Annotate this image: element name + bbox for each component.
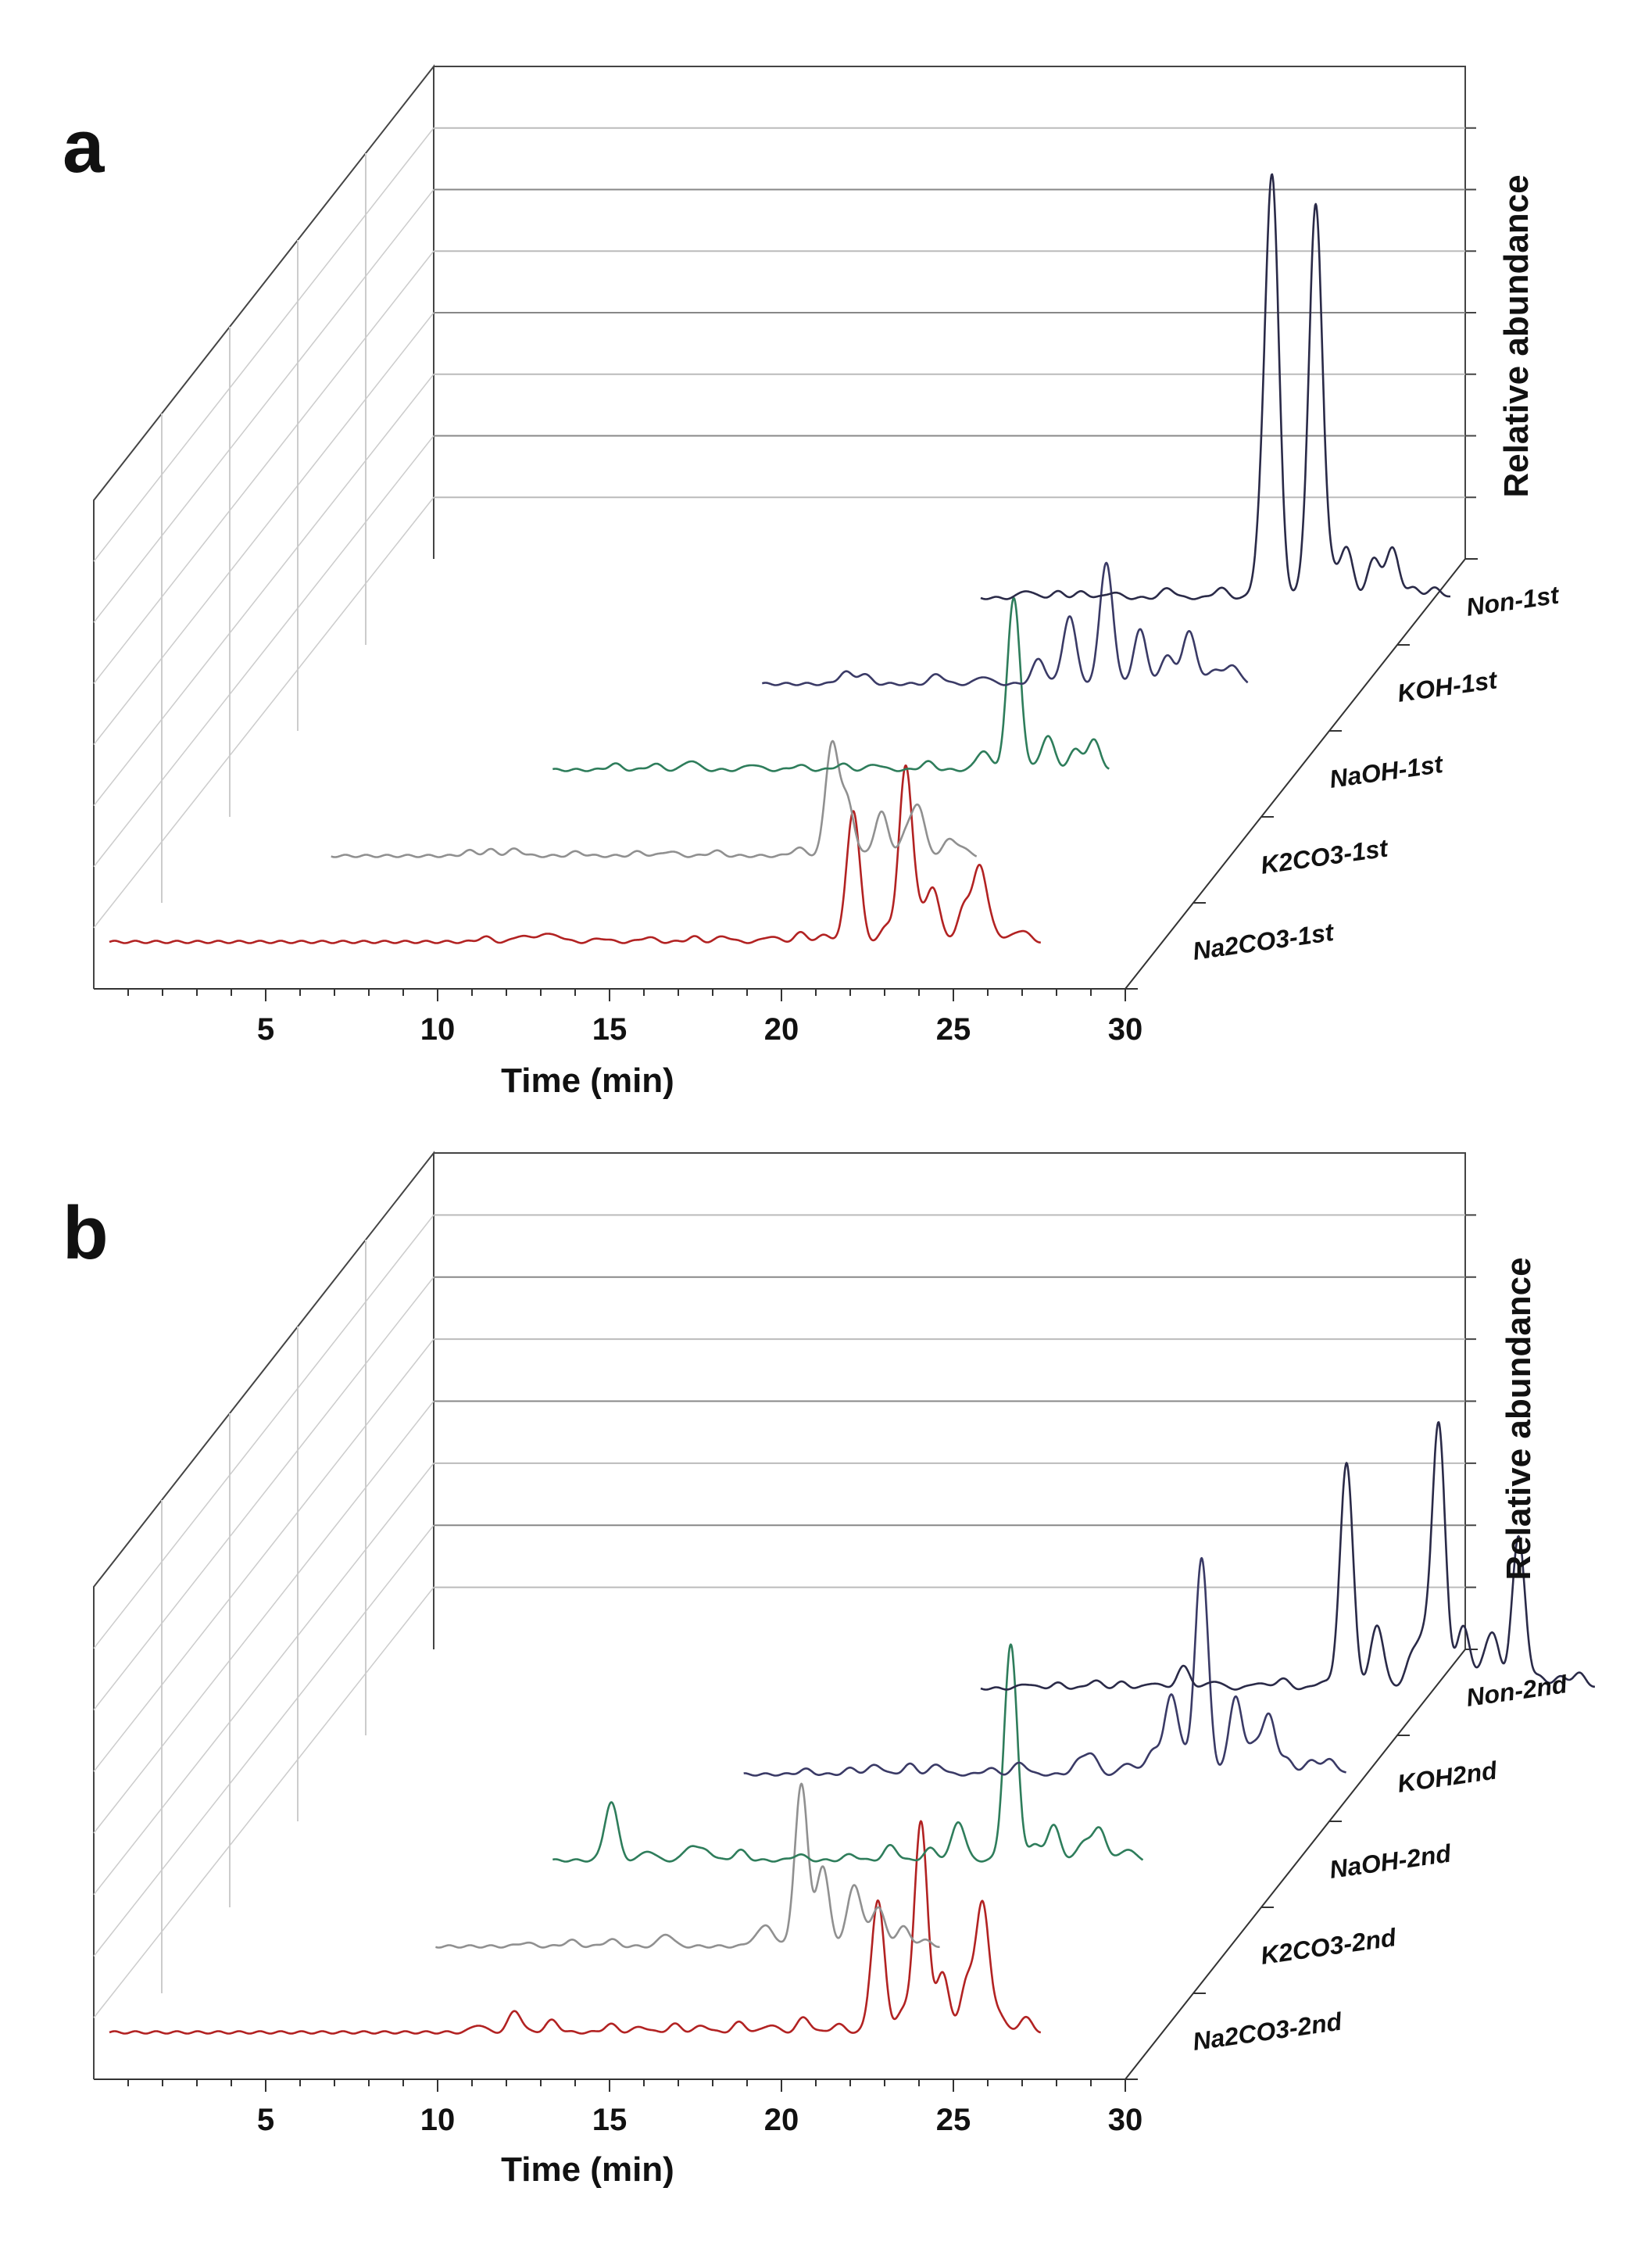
series-line [552,1643,1144,1863]
series-line [980,173,1451,600]
series-label: K2CO3-2nd [1259,1923,1399,1970]
chart-traces [109,1421,1596,2035]
series-line [761,561,1249,686]
series-labels: Non-1st KOH-1st NaOH-1st K2CO3-1st Na2CO… [1191,581,1561,965]
z-axis-title: Relative abundance [1497,174,1536,497]
side-gridline [93,250,434,684]
side-gridline [93,435,434,868]
series-label: Non-2nd [1464,1670,1570,1712]
z-axis-title: Relative abundance [1500,1257,1538,1580]
panel-a: a 5 10 15 20 25 30 Time (min) Relative abunda… [63,64,1561,1100]
panel-letter-a: a [63,105,105,188]
series-label: Non-1st [1464,581,1561,621]
series-label: NaOH-2nd [1328,1839,1454,1884]
series-label: KOH2nd [1396,1756,1500,1798]
x-axis-ticks: 5 10 15 20 25 30 [127,989,1143,1047]
floor-edge [94,558,1466,990]
side-gridline [93,1524,434,1957]
side-gridline [93,189,434,623]
x-tick-label: 20 [764,1012,799,1047]
side-gridline [93,1276,434,1710]
x-tick-label: 5 [257,2103,274,2137]
x-tick-label: 15 [592,1012,628,1047]
side-gridline [93,1463,434,1896]
floor-edge [94,1649,1466,2080]
series-line [109,764,1042,944]
panel-letter-b: b [63,1191,109,1275]
side-gridline [93,1401,434,1834]
series-line [331,739,978,858]
side-gridline [93,496,434,929]
series-line [434,1782,940,1949]
side-gridline [93,1587,434,2018]
x-tick-label: 25 [936,2103,971,2137]
series-label: K2CO3-1st [1259,833,1390,879]
series-line [552,596,1110,772]
x-tick-label: 5 [257,1012,274,1047]
series-line [743,1556,1347,1777]
x-tick-label: 25 [936,1012,971,1047]
x-tick-label: 10 [420,2103,456,2137]
series-label: NaOH-1st [1328,750,1446,793]
x-tick-label: 10 [420,1012,456,1047]
series-line [109,1820,1042,2035]
chart-traces [109,173,1451,944]
x-axis-title: Time (min) [501,1062,674,1100]
chart-grid [93,1151,1478,2080]
series-label: Na2CO3-1st [1191,918,1336,965]
side-gridline [93,1338,434,1772]
x-tick-label: 30 [1108,2103,1143,2137]
series-line [980,1421,1596,1691]
x-axis-ticks: 5 10 15 20 25 30 [127,2079,1143,2137]
x-axis-title: Time (min) [501,2150,674,2189]
back-wall-edge [434,1152,1466,1649]
panel-b: b 5 10 15 20 25 30 Time (min) Relative abunda… [63,1151,1596,2189]
x-tick-label: 15 [592,2103,628,2137]
series-label: KOH-1st [1396,665,1500,707]
left-wall-edge [93,64,434,989]
series-labels: Non-2nd KOH2nd NaOH-2nd K2CO3-2nd Na2CO3… [1191,1670,1570,2056]
series-label: Na2CO3-2nd [1191,2007,1345,2056]
side-gridline [93,1214,434,1649]
back-wall-edge [434,66,1466,559]
chart-grid [93,64,1478,990]
side-gridline [93,312,434,745]
x-tick-label: 20 [764,2103,799,2137]
side-gridline [93,374,434,807]
side-gridline [93,127,434,562]
x-tick-label: 30 [1108,1012,1143,1047]
left-wall-edge [93,1151,434,2079]
